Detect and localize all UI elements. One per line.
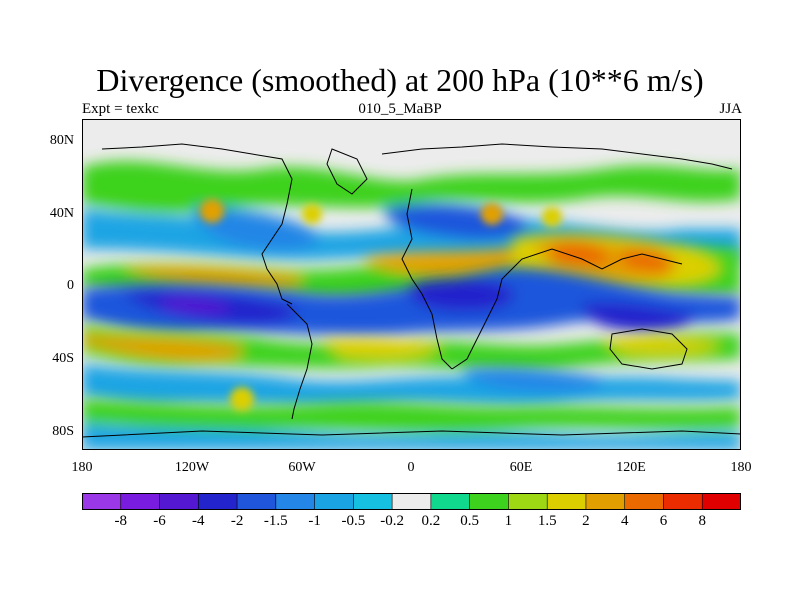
colorbar-label: -0.2	[380, 513, 404, 529]
colorbar-swatch	[663, 493, 703, 510]
positive-cell	[542, 207, 562, 227]
coastlines	[82, 143, 741, 438]
colorbar-label: -1	[308, 513, 321, 529]
experiment-label: Expt = texkc	[82, 101, 159, 117]
africa-west-coast	[401, 188, 453, 370]
greenland-coast	[326, 148, 368, 195]
colorbar-swatch	[624, 493, 665, 510]
y-tick-label: 40S	[52, 351, 74, 366]
colorbar	[82, 493, 741, 510]
x-tick-label: 120W	[174, 460, 210, 475]
colorbar-swatch	[275, 493, 316, 510]
north-america-coast	[101, 143, 293, 305]
colorbar-swatch	[585, 493, 626, 510]
colorbar-label: 8	[698, 513, 706, 529]
colorbar-swatch	[508, 493, 548, 510]
season-label: JJA	[719, 101, 742, 117]
divergence-map	[82, 119, 741, 450]
colorbar-label: 4	[620, 513, 629, 529]
map-frame	[82, 119, 741, 450]
positive-cell	[302, 204, 322, 224]
australia-coast	[609, 328, 688, 370]
plot-title: Divergence (smoothed) at 200 hPa (10**6 …	[96, 62, 704, 98]
antarctica-coast	[82, 430, 741, 438]
colorbar-swatch	[197, 493, 238, 510]
divergence-field	[82, 161, 741, 450]
y-tick-label: 0	[67, 278, 74, 293]
colorbar-label: -2	[230, 513, 244, 529]
colorbar-swatch	[430, 493, 471, 510]
colorbar-swatch	[353, 493, 393, 510]
x-tick-label: 180	[730, 460, 752, 475]
colorbar-swatch	[82, 493, 122, 510]
colorbar-label: 0.2	[421, 513, 441, 529]
colorbar-label: 1	[504, 513, 513, 529]
run-label: 010_5_MaBP	[358, 101, 442, 117]
x-tick-label: 60E	[509, 460, 533, 475]
colorbar-swatch	[236, 493, 277, 510]
y-tick-label: 40N	[49, 206, 74, 221]
y-tick-label: 80N	[49, 133, 74, 148]
colorbar-swatch	[159, 493, 199, 510]
y-tick-label: 80S	[52, 424, 74, 439]
positive-cell	[230, 387, 254, 411]
x-tick-label: 0	[407, 460, 415, 475]
colorbar-label: -1.5	[263, 513, 288, 529]
x-tick-label: 120E	[616, 460, 646, 475]
colorbar-label: 2	[582, 513, 590, 529]
colorbar-label: 0.5	[460, 513, 479, 529]
x-tick-label: 180	[71, 460, 93, 475]
colorbar-swatch	[469, 493, 510, 510]
colorbar-label: -0.5	[341, 513, 366, 529]
positive-cell	[200, 199, 224, 223]
colorbar-label: -6	[153, 513, 166, 529]
south-asia-coast	[451, 248, 683, 370]
colorbar-swatch	[314, 493, 354, 510]
colorbar-label: -8	[114, 513, 128, 529]
colorbar-swatch	[391, 493, 432, 510]
positive-cell	[481, 203, 503, 225]
colorbar-swatch	[120, 493, 161, 510]
colorbar-swatch	[546, 493, 587, 510]
colorbar-swatch	[701, 493, 741, 510]
colorbar-frame	[82, 493, 741, 510]
colorbar-label: 6	[659, 513, 668, 529]
south-america-coast	[286, 303, 313, 420]
colorbar-label: 1.5	[537, 513, 557, 529]
x-tick-label: 60W	[288, 460, 316, 475]
eurasia-north-coast	[381, 143, 733, 170]
colorbar-label: -4	[192, 513, 205, 529]
